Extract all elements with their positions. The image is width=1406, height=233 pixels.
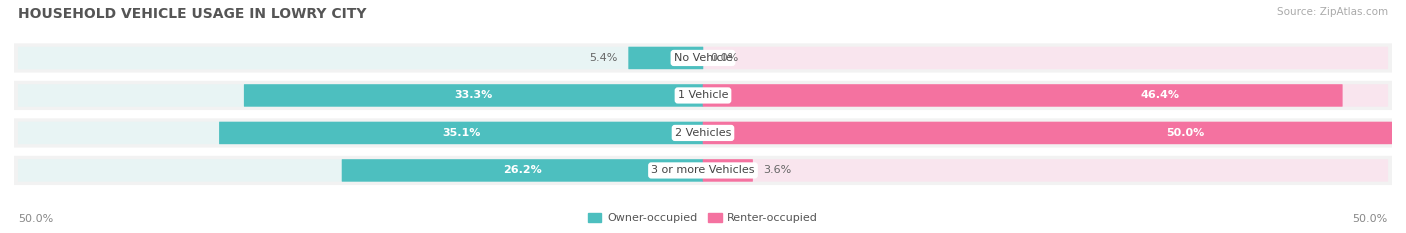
FancyBboxPatch shape [703,159,1388,182]
Text: HOUSEHOLD VEHICLE USAGE IN LOWRY CITY: HOUSEHOLD VEHICLE USAGE IN LOWRY CITY [18,7,367,21]
Legend: Owner-occupied, Renter-occupied: Owner-occupied, Renter-occupied [583,208,823,227]
Text: 35.1%: 35.1% [441,128,481,138]
FancyBboxPatch shape [243,84,703,107]
FancyBboxPatch shape [703,159,752,182]
Text: 2 Vehicles: 2 Vehicles [675,128,731,138]
Text: 50.0%: 50.0% [1166,128,1205,138]
Text: 1 Vehicle: 1 Vehicle [678,90,728,100]
Text: 5.4%: 5.4% [589,53,617,63]
FancyBboxPatch shape [703,84,1388,107]
FancyBboxPatch shape [13,156,1393,185]
Text: No Vehicle: No Vehicle [673,53,733,63]
FancyBboxPatch shape [18,122,703,144]
FancyBboxPatch shape [703,122,1392,144]
FancyBboxPatch shape [13,118,1393,147]
Text: 50.0%: 50.0% [18,214,53,224]
FancyBboxPatch shape [342,159,703,182]
FancyBboxPatch shape [18,84,703,107]
FancyBboxPatch shape [219,122,703,144]
Text: 50.0%: 50.0% [1353,214,1388,224]
FancyBboxPatch shape [628,47,703,69]
FancyBboxPatch shape [13,81,1393,110]
FancyBboxPatch shape [703,84,1343,107]
FancyBboxPatch shape [18,47,703,69]
FancyBboxPatch shape [18,159,703,182]
FancyBboxPatch shape [703,122,1388,144]
Text: 0.0%: 0.0% [710,53,738,63]
Text: 33.3%: 33.3% [454,90,492,100]
Text: 3.6%: 3.6% [763,165,792,175]
Text: Source: ZipAtlas.com: Source: ZipAtlas.com [1277,7,1388,17]
FancyBboxPatch shape [13,43,1393,72]
FancyBboxPatch shape [703,47,1388,69]
Text: 46.4%: 46.4% [1140,90,1180,100]
Text: 26.2%: 26.2% [503,165,541,175]
Text: 3 or more Vehicles: 3 or more Vehicles [651,165,755,175]
